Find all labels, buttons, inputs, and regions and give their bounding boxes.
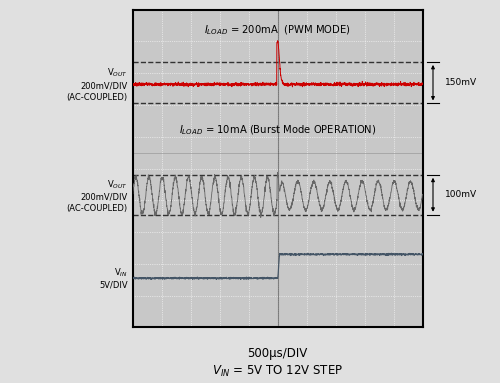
Text: V$_{IN}$
5V/DIV: V$_{IN}$ 5V/DIV: [99, 267, 128, 290]
Text: V$_{OUT}$
200mV/DIV
(AC-COUPLED): V$_{OUT}$ 200mV/DIV (AC-COUPLED): [66, 178, 128, 213]
Text: $I_{LOAD}$ = 10mA (Burst Mode OPERATION): $I_{LOAD}$ = 10mA (Burst Mode OPERATION): [178, 124, 376, 137]
Text: 150mV: 150mV: [445, 78, 477, 87]
Text: 100mV: 100mV: [445, 190, 477, 199]
Text: $I_{LOAD}$ = 200mA  (PWM MODE): $I_{LOAD}$ = 200mA (PWM MODE): [204, 23, 351, 37]
Text: 500μs/DIV: 500μs/DIV: [248, 347, 308, 360]
Text: V$_{OUT}$
200mV/DIV
(AC-COUPLED): V$_{OUT}$ 200mV/DIV (AC-COUPLED): [66, 67, 128, 101]
Text: $V_{IN}$ = 5V TO 12V STEP: $V_{IN}$ = 5V TO 12V STEP: [212, 364, 343, 379]
